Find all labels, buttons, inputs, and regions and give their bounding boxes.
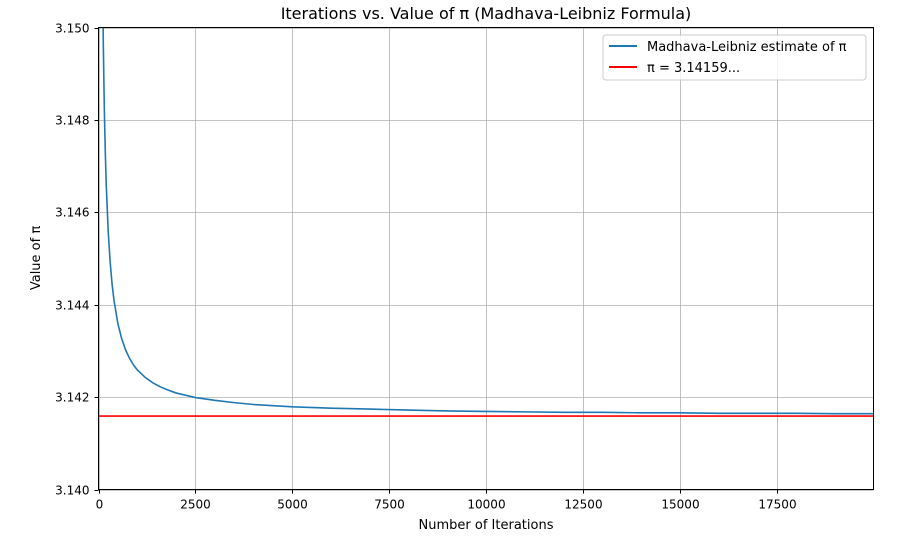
x-tick-label: 10000 (467, 498, 505, 512)
legend-label-pi: π = 3.14159... (647, 61, 740, 76)
x-tick-label: 12500 (564, 498, 602, 512)
x-axis-ticks: 0 2500 5000 7500 10000 12500 15000 17500 (96, 489, 797, 512)
legend: Madhava-Leibniz estimate of π π = 3.1415… (602, 34, 867, 81)
x-tick-label: 15000 (661, 498, 699, 512)
x-tick-label: 2500 (180, 498, 211, 512)
grid (98, 27, 874, 491)
y-axis-ticks: 3.140 3.142 3.144 3.146 3.148 3.150 (55, 22, 99, 498)
series-layer (98, 27, 874, 417)
x-axis-label: Number of Iterations (419, 518, 554, 533)
legend-box (602, 34, 867, 81)
chart-title: Iterations vs. Value of π (Madhava-Leibn… (281, 4, 692, 23)
y-tick-label: 3.144 (55, 299, 89, 313)
x-tick-label: 7500 (374, 498, 405, 512)
y-tick-label: 3.148 (55, 114, 89, 128)
y-tick-label: 3.146 (55, 206, 89, 220)
series-line-estimate (102, 27, 874, 415)
x-tick-label: 17500 (758, 498, 796, 512)
legend-label-estimate: Madhava-Leibniz estimate of π (647, 40, 847, 55)
x-tick-label: 0 (96, 498, 104, 512)
x-tick-label: 5000 (277, 498, 308, 512)
y-tick-label: 3.150 (55, 22, 89, 36)
y-tick-label: 3.140 (55, 484, 89, 498)
y-axis-label: Value of π (29, 226, 44, 290)
y-tick-label: 3.142 (55, 391, 89, 405)
